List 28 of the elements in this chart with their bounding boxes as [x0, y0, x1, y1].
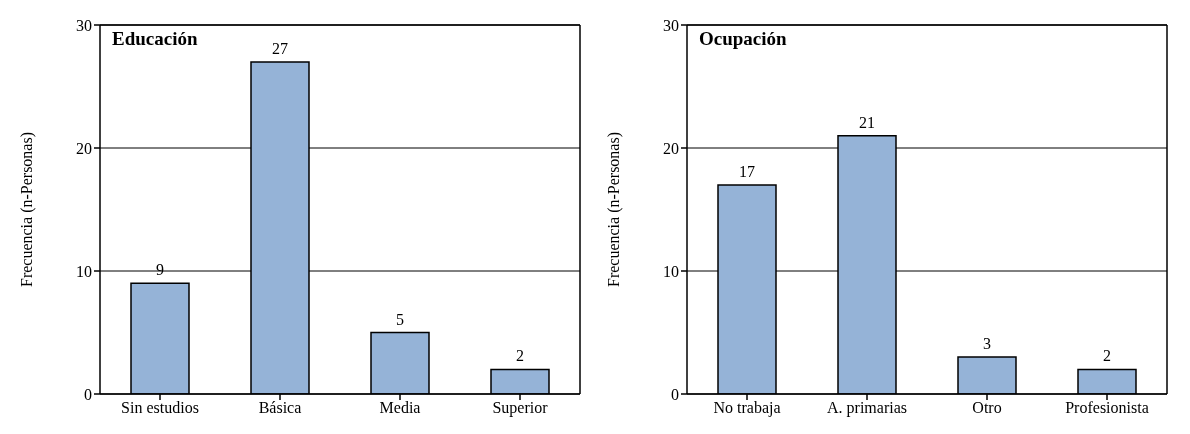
data-label: 2 — [516, 347, 524, 365]
x-tick-label: Sin estudios — [121, 399, 199, 417]
x-tick-label: Otro — [972, 399, 1002, 417]
y-tick-label: 0 — [84, 385, 92, 403]
y-tick-label: 30 — [76, 16, 92, 34]
x-tick-label: Superior — [492, 399, 549, 418]
y-tick-label: 20 — [663, 139, 679, 157]
data-label: 17 — [739, 162, 755, 180]
data-label: 21 — [859, 113, 875, 131]
chart-title: Educación — [112, 28, 198, 50]
y-tick-label: 30 — [663, 16, 679, 34]
y-tick-label: 20 — [76, 139, 92, 157]
y-tick-label: 10 — [76, 262, 92, 280]
data-label: 3 — [983, 335, 991, 353]
x-tick-label: Básica — [258, 399, 302, 417]
data-label: 2 — [1103, 347, 1111, 365]
x-tick-label: No trabaja — [713, 399, 781, 418]
x-tick-label: Media — [379, 399, 421, 417]
data-label: 27 — [272, 39, 288, 57]
y-axis-title: Frecuencia (n-Personas) — [17, 131, 36, 288]
x-tick-label: A. primarias — [827, 399, 907, 418]
y-tick-label: 0 — [671, 385, 679, 403]
x-tick-label: Profesionista — [1065, 399, 1149, 417]
data-label: 9 — [156, 261, 164, 279]
chart-title: Ocupación — [699, 28, 787, 50]
data-label: 5 — [396, 310, 404, 328]
y-tick-label: 10 — [663, 262, 679, 280]
y-axis-title: Frecuencia (n-Personas) — [604, 131, 623, 288]
